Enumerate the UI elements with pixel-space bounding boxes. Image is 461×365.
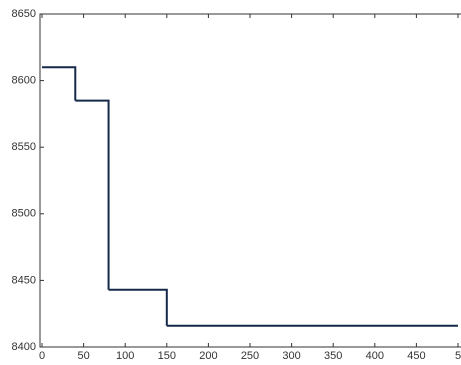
y-tick-label: 8400 <box>12 341 36 353</box>
x-tick-label: 0 <box>39 350 45 362</box>
y-tick-label: 8550 <box>12 141 36 153</box>
x-tick-label: 250 <box>241 350 259 362</box>
y-tick-label: 8650 <box>12 8 36 20</box>
x-tick-label: 300 <box>282 350 300 362</box>
step-line <box>108 288 168 326</box>
plot-box <box>39 13 461 348</box>
x-tick-label: 450 <box>407 350 425 362</box>
x-tick-label: 100 <box>116 350 134 362</box>
step-line <box>75 99 110 290</box>
y-tick-label: 8500 <box>12 208 36 220</box>
step-line <box>42 66 77 101</box>
x-tick-label: 350 <box>324 350 342 362</box>
y-tick-label: 8600 <box>12 75 36 87</box>
x-tick-label: 150 <box>158 350 176 362</box>
x-tick-label: 5 <box>455 350 461 362</box>
x-tick-label: 200 <box>199 350 217 362</box>
x-tick-label: 50 <box>77 350 89 362</box>
y-tick-label: 8450 <box>12 274 36 286</box>
x-tick-label: 400 <box>366 350 384 362</box>
